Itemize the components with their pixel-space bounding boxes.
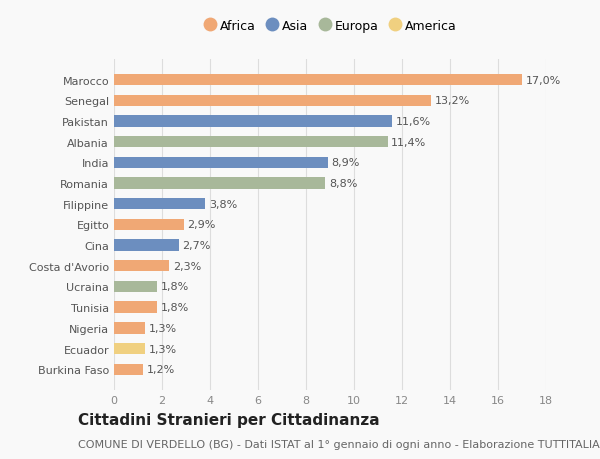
Bar bbox=[114, 323, 145, 334]
Legend: Africa, Asia, Europa, America: Africa, Asia, Europa, America bbox=[203, 20, 457, 33]
Bar bbox=[114, 199, 205, 210]
Bar bbox=[114, 343, 145, 354]
Text: 13,2%: 13,2% bbox=[434, 96, 470, 106]
Text: 8,8%: 8,8% bbox=[329, 179, 357, 189]
Text: 2,9%: 2,9% bbox=[187, 220, 215, 230]
Bar bbox=[114, 157, 328, 168]
Bar bbox=[114, 364, 143, 375]
Bar bbox=[114, 178, 325, 189]
Text: Cittadini Stranieri per Cittadinanza: Cittadini Stranieri per Cittadinanza bbox=[78, 413, 380, 428]
Bar bbox=[114, 95, 431, 106]
Text: 3,8%: 3,8% bbox=[209, 199, 237, 209]
Bar bbox=[114, 137, 388, 148]
Text: 1,8%: 1,8% bbox=[161, 282, 189, 292]
Text: 1,8%: 1,8% bbox=[161, 302, 189, 313]
Text: 1,2%: 1,2% bbox=[146, 364, 175, 375]
Bar bbox=[114, 281, 157, 292]
Bar bbox=[114, 219, 184, 230]
Text: COMUNE DI VERDELLO (BG) - Dati ISTAT al 1° gennaio di ogni anno - Elaborazione T: COMUNE DI VERDELLO (BG) - Dati ISTAT al … bbox=[78, 440, 600, 449]
Text: 1,3%: 1,3% bbox=[149, 323, 177, 333]
Text: 11,4%: 11,4% bbox=[391, 137, 427, 147]
Bar bbox=[114, 116, 392, 127]
Text: 1,3%: 1,3% bbox=[149, 344, 177, 354]
Text: 8,9%: 8,9% bbox=[331, 158, 359, 168]
Bar bbox=[114, 302, 157, 313]
Bar bbox=[114, 240, 179, 251]
Text: 11,6%: 11,6% bbox=[396, 117, 431, 127]
Bar bbox=[114, 261, 169, 272]
Text: 2,3%: 2,3% bbox=[173, 261, 201, 271]
Text: 17,0%: 17,0% bbox=[526, 75, 561, 85]
Text: 2,7%: 2,7% bbox=[182, 241, 211, 251]
Bar bbox=[114, 75, 522, 86]
